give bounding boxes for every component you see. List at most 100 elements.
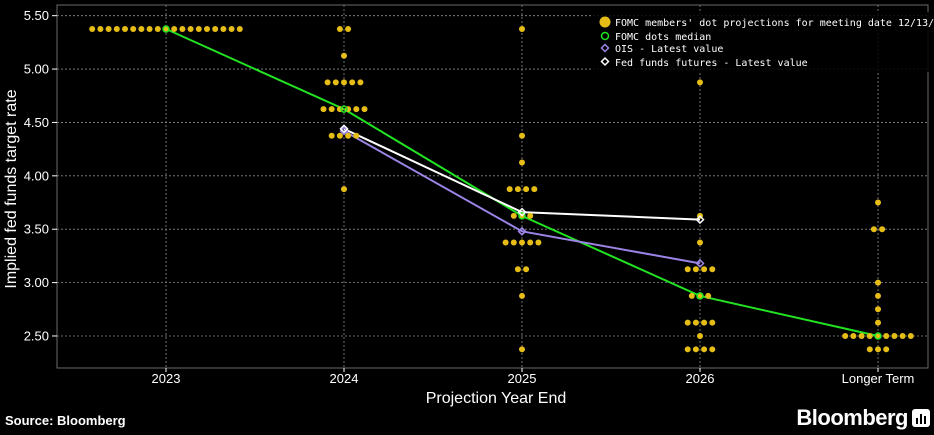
projection-dot <box>506 186 513 193</box>
projection-dot <box>875 292 881 299</box>
projection-dot <box>535 239 542 246</box>
median-point <box>162 25 170 33</box>
brand-name: Bloomberg <box>796 405 908 430</box>
projection-dot <box>357 79 364 86</box>
projection-dot <box>709 266 716 273</box>
projection-dot <box>187 26 194 33</box>
projection-dot <box>220 26 227 33</box>
projection-dot <box>171 26 178 33</box>
legend-background <box>593 12 931 72</box>
ois-point <box>517 226 527 236</box>
projection-dot <box>361 106 368 113</box>
legend-dot-marker <box>599 16 611 28</box>
x-tick-label: Longer Term <box>842 371 915 386</box>
legend-label-ois: OIS - Latest value <box>615 44 723 55</box>
legend-label-median: FOMC dots median <box>615 32 711 43</box>
projection-dot <box>345 26 352 33</box>
projection-dot <box>531 186 538 193</box>
y-tick-label: 2.50 <box>24 328 49 343</box>
projection-dot <box>875 199 881 206</box>
projection-dot <box>858 332 865 339</box>
projection-dot <box>195 26 202 33</box>
y-tick-label: 3.00 <box>24 275 49 290</box>
futures-point <box>695 215 705 225</box>
projection-dot <box>163 26 169 33</box>
y-tick-label: 5.00 <box>24 62 49 77</box>
projection-dot <box>692 346 699 353</box>
median-point <box>518 212 526 220</box>
projection-dot <box>519 132 525 139</box>
bloomberg-terminal-icon <box>912 409 930 427</box>
projection-dot <box>883 332 890 339</box>
projection-dot <box>341 79 347 86</box>
x-tick-label: 2023 <box>152 371 181 386</box>
projection-dot <box>697 292 703 299</box>
projection-dot <box>179 26 186 33</box>
projection-dot <box>697 79 703 86</box>
legend-ois-marker <box>600 43 610 53</box>
plot-frame <box>56 4 929 369</box>
legend-futures-marker <box>600 56 610 67</box>
y-tick-label: 3.50 <box>24 222 49 237</box>
projection-dot <box>519 239 525 246</box>
projection-dot <box>709 346 716 353</box>
projection-dot <box>875 332 881 339</box>
projection-dot <box>130 26 137 33</box>
projection-dot <box>105 26 112 33</box>
projection-dot <box>510 239 517 246</box>
projection-dot <box>320 106 327 113</box>
projection-dot <box>907 332 914 339</box>
projection-dot <box>709 319 716 326</box>
plot-border <box>56 4 929 369</box>
projection-dot <box>228 26 235 33</box>
projection-dot <box>328 132 335 139</box>
projection-dot <box>345 132 352 139</box>
y-tick-label: 4.00 <box>24 168 49 183</box>
projection-dot <box>875 319 881 326</box>
projection-dot <box>870 226 877 233</box>
projection-dot <box>514 186 521 193</box>
y-axis-title: Implied fed funds target rate <box>3 89 20 288</box>
futures-point <box>339 124 349 134</box>
legend-label-dots: FOMC members' dot projections for meetin… <box>615 18 934 29</box>
projection-dot <box>332 79 339 86</box>
y-tick-label: 5.50 <box>24 8 49 23</box>
projection-dot <box>154 26 161 33</box>
projection-dot <box>353 106 360 113</box>
projection-dot <box>122 26 128 33</box>
median-point <box>340 105 348 113</box>
projection-dot <box>204 26 210 33</box>
projection-dot <box>527 212 534 219</box>
projection-dot <box>146 26 153 33</box>
ois-point <box>695 258 705 268</box>
x-axis-ticks: 2023 2024 2025 2026 Longer Term <box>152 368 915 386</box>
projection-dot <box>692 319 699 326</box>
projection-dot <box>212 26 219 33</box>
projection-dot <box>879 226 886 233</box>
projection-dot <box>883 346 890 353</box>
projection-dot <box>336 132 343 139</box>
projection-dot <box>519 346 525 353</box>
projection-dot <box>328 106 335 113</box>
projection-dot <box>519 159 525 166</box>
projection-dot <box>523 266 530 273</box>
projection-dot <box>97 26 104 33</box>
x-tick-label: 2026 <box>686 371 715 386</box>
projection-dot <box>684 319 691 326</box>
projection-dot <box>866 346 873 353</box>
projection-dot <box>842 332 849 339</box>
projection-dot <box>89 26 96 33</box>
bloomberg-logo: Bloomberg <box>796 405 930 431</box>
x-tick-label: 2025 <box>508 371 537 386</box>
projection-dot <box>510 212 517 219</box>
projection-dot <box>341 186 347 193</box>
series-markers <box>162 25 882 340</box>
projection-dot <box>684 346 691 353</box>
projection-dot <box>899 332 906 339</box>
projection-dot <box>527 239 534 246</box>
projection-dot <box>113 26 120 33</box>
y-axis-ticks: 2.50 3.00 3.50 4.00 4.50 5.00 5.50 <box>24 8 57 343</box>
projection-dot <box>701 346 708 353</box>
futures-point <box>517 207 527 217</box>
projection-dot <box>705 292 712 299</box>
